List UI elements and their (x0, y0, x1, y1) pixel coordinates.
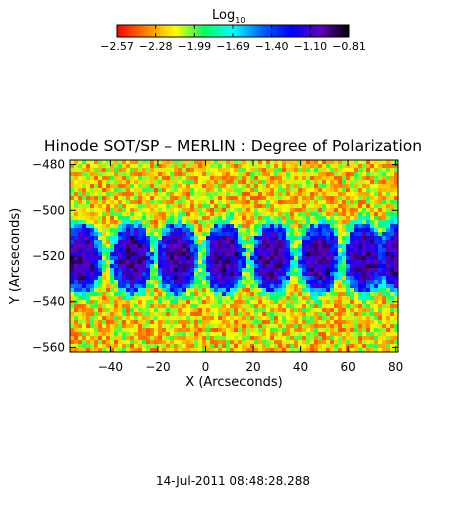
colorbar-label: Log10 (212, 8, 245, 25)
y-tick-label: −560 (32, 340, 65, 354)
x-tick-label: −20 (145, 360, 170, 374)
y-tick-label: −500 (32, 203, 65, 217)
y-tick-label: −540 (32, 295, 65, 309)
colorbar-tick-label: −1.10 (293, 40, 327, 53)
y-tick-label: −480 (32, 158, 65, 172)
colorbar-tick-label: −0.81 (332, 40, 366, 53)
colorbar-tick-label: −1.99 (177, 40, 211, 53)
heatmap-area (70, 160, 398, 352)
colorbar-ticks: −2.57 −2.28 −1.99 −1.69 −1.40 −1.10 −0.81 (100, 25, 366, 53)
colorbar-tick-label: −2.28 (139, 40, 173, 53)
y-axis-label: Y (Arcseconds) (8, 208, 23, 305)
colorbar (117, 25, 349, 37)
timestamp: 14-Jul-2011 08:48:28.288 (156, 474, 310, 488)
x-tick-label: 20 (245, 360, 260, 374)
y-tick-label: −520 (32, 249, 65, 263)
colorbar-tick-label: −1.40 (255, 40, 289, 53)
y-axis-ticks: −480 −500 −520 −540 −560 (32, 158, 398, 354)
x-axis-label: X (Arcseconds) (185, 375, 282, 390)
x-tick-label: −40 (98, 360, 123, 374)
x-tick-label: 60 (340, 360, 355, 374)
x-tick-label: 40 (293, 360, 308, 374)
x-tick-label: 0 (202, 360, 210, 374)
colorbar-tick-label: −1.69 (216, 40, 250, 53)
colorbar-tick-label: −2.57 (100, 40, 134, 53)
x-tick-label: 80 (388, 360, 403, 374)
chart-title: Hinode SOT/SP – MERLIN : Degree of Polar… (44, 137, 422, 155)
x-axis-ticks: −40 −20 0 20 40 60 80 (98, 160, 403, 374)
